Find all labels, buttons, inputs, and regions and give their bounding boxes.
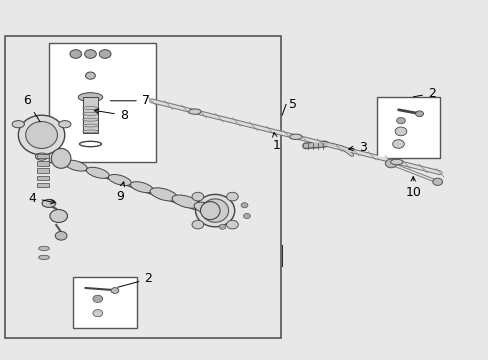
Circle shape: [394, 127, 406, 136]
Circle shape: [226, 220, 238, 229]
Text: 6: 6: [23, 94, 40, 122]
Circle shape: [50, 210, 67, 222]
Circle shape: [99, 50, 111, 58]
Circle shape: [55, 231, 67, 240]
Bar: [37, 176, 49, 180]
Circle shape: [226, 192, 238, 201]
Bar: [376, 97, 439, 158]
Ellipse shape: [108, 175, 131, 185]
Ellipse shape: [195, 194, 234, 227]
Circle shape: [385, 159, 396, 168]
Ellipse shape: [19, 115, 64, 155]
Text: 3: 3: [348, 141, 366, 154]
Text: 4: 4: [29, 192, 55, 204]
Ellipse shape: [42, 199, 56, 207]
Text: 2: 2: [117, 273, 152, 287]
Ellipse shape: [82, 112, 98, 115]
Ellipse shape: [82, 118, 98, 121]
Ellipse shape: [64, 160, 87, 171]
Circle shape: [392, 140, 404, 148]
Text: 1: 1: [272, 132, 280, 152]
Circle shape: [396, 117, 405, 124]
Text: 10: 10: [405, 177, 420, 199]
Bar: [5, 36, 281, 338]
Ellipse shape: [200, 202, 220, 220]
Bar: [37, 183, 49, 187]
Ellipse shape: [51, 148, 71, 168]
Circle shape: [192, 220, 203, 229]
Bar: [37, 168, 49, 173]
Circle shape: [241, 203, 247, 208]
Ellipse shape: [26, 122, 58, 149]
Circle shape: [415, 111, 423, 117]
Circle shape: [243, 213, 250, 219]
Ellipse shape: [201, 199, 228, 222]
Ellipse shape: [390, 159, 402, 165]
Text: 8: 8: [94, 109, 127, 122]
Circle shape: [93, 295, 102, 302]
Ellipse shape: [82, 130, 98, 133]
Ellipse shape: [172, 195, 199, 208]
Bar: [49, 43, 156, 162]
Ellipse shape: [78, 93, 102, 102]
Ellipse shape: [86, 167, 109, 178]
Ellipse shape: [82, 107, 98, 109]
Ellipse shape: [130, 182, 153, 193]
Circle shape: [111, 288, 119, 293]
Ellipse shape: [82, 124, 98, 127]
Ellipse shape: [12, 121, 24, 128]
Ellipse shape: [39, 246, 49, 251]
Text: 2: 2: [413, 87, 435, 100]
Circle shape: [85, 72, 95, 79]
Ellipse shape: [35, 153, 47, 160]
Ellipse shape: [188, 109, 201, 114]
Text: 9: 9: [116, 182, 124, 203]
Ellipse shape: [59, 121, 71, 128]
Ellipse shape: [289, 134, 302, 140]
Circle shape: [84, 50, 96, 58]
Circle shape: [192, 192, 203, 201]
Circle shape: [219, 224, 225, 229]
Circle shape: [93, 310, 102, 317]
Ellipse shape: [194, 202, 221, 215]
Ellipse shape: [39, 255, 49, 260]
Bar: [37, 161, 49, 166]
Ellipse shape: [150, 188, 177, 201]
Text: 7: 7: [110, 94, 149, 107]
Bar: [37, 154, 49, 158]
Bar: [73, 277, 137, 328]
Circle shape: [432, 178, 442, 185]
Bar: [83, 97, 98, 133]
Text: 5: 5: [288, 98, 296, 111]
Circle shape: [70, 50, 81, 58]
